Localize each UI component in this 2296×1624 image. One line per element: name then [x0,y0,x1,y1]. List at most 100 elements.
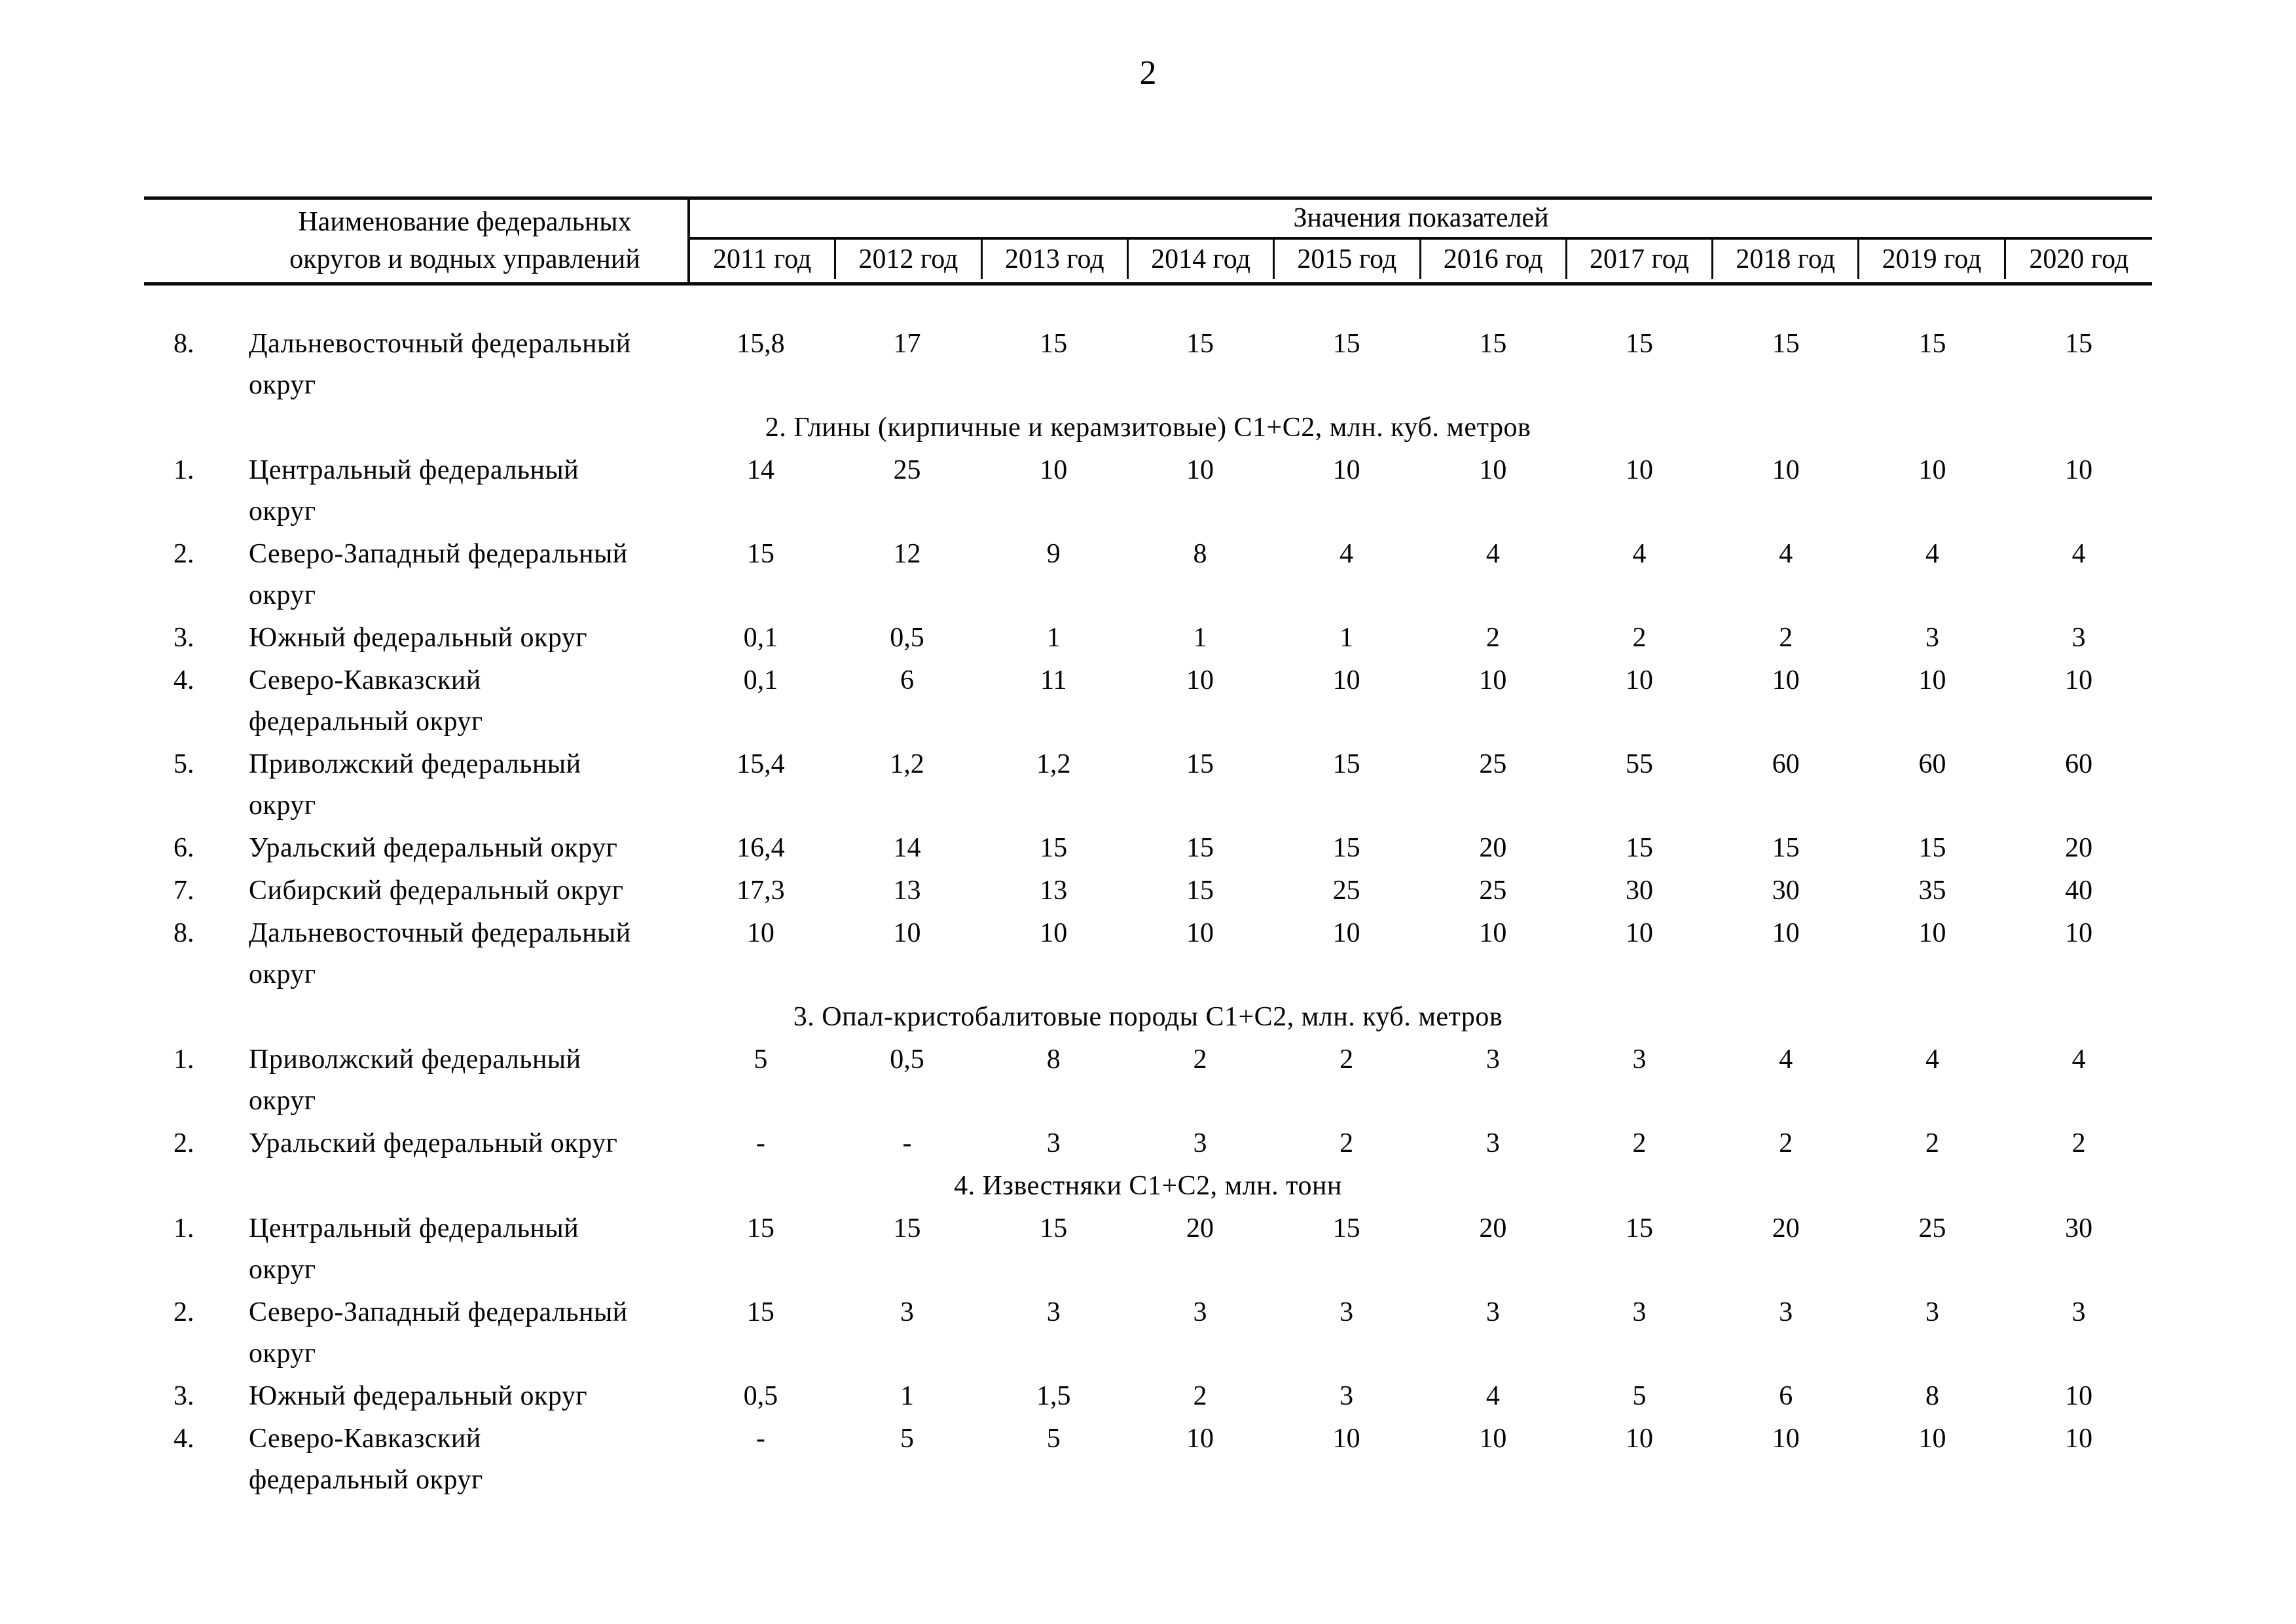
value-cell: 15 [893,1213,921,1244]
value-cell: 4 [1485,1381,1500,1411]
value-cell: 15 [746,1213,774,1244]
value-cell: 10 [1626,918,1654,948]
value-cell: 10 [1186,455,1214,485]
value-cell: 30 [1626,876,1654,906]
value-cell: 3 [1779,1297,1793,1327]
value-cell: 15 [1479,329,1507,359]
value-cell: 3 [1485,1044,1500,1075]
value-cell: 2 [1485,623,1500,653]
value-cell: 2 [1925,1128,1939,1158]
value-cell: 15 [1040,329,1068,359]
table-row: 6. Уральский федеральный округ 16,4 14 15 15 1… [144,828,2152,869]
district-name: Дальневосточный федеральный округ [249,918,631,989]
value-cell: 1 [1339,623,1354,653]
district-name-cell: 1. Центральный федеральный округ [144,450,687,532]
district-name-cell: 4. Северо-Кавказский федеральный округ [144,1418,687,1501]
value-cell: 15 [1332,833,1360,863]
value-cell: 0,1 [743,623,778,653]
value-cell: 2 [1779,623,1793,653]
value-cell: 3 [1046,1297,1061,1327]
value-cell: 15 [746,1297,774,1327]
district-name: Южный федеральный округ [249,623,588,653]
value-cell: 3 [1046,1128,1061,1158]
table-row: 4. Северо-Кавказский федеральный округ - 5 5… [144,1418,2152,1501]
value-cell: 5 [1632,1381,1647,1411]
value-cell: 2 [1193,1381,1207,1411]
district-name-cell: 3. Южный федеральный округ [144,618,687,659]
value-cell: 15 [1332,749,1360,779]
value-cell: 1,5 [1036,1381,1071,1411]
value-cell: 15 [1772,329,1800,359]
value-cell: 20 [1479,833,1507,863]
value-cell: 4 [1779,539,1793,569]
header-year-cell: 2019 год [1859,240,2006,279]
district-name-cell: 2. Северо-Западный федеральный округ [144,534,687,616]
value-cell: 35 [1918,876,1946,906]
district-name: Центральный федеральный округ [249,1213,579,1285]
value-cell: 15 [2065,329,2093,359]
value-cell: 10 [1332,665,1360,695]
value-cell: - [756,1424,765,1454]
value-cell: 3 [1925,1297,1939,1327]
value-cell: 10 [1332,918,1360,948]
value-cell: 10 [1918,455,1946,485]
value-cell: 15 [1626,833,1654,863]
value-cell: 4 [2071,1044,2086,1075]
value-cell: 10 [893,918,921,948]
value-cell: 25 [1332,876,1360,906]
value-cell: 10 [1479,455,1507,485]
value-cell: 4 [1925,1044,1939,1075]
value-cell: - [756,1128,765,1158]
value-cell: 60 [2065,749,2093,779]
district-name: Приволжский федеральный округ [249,749,581,821]
page-number: 2 [1139,54,1157,92]
value-cell: 10 [1918,665,1946,695]
value-cell: 10 [1479,1424,1507,1454]
value-cell: 15 [1332,329,1360,359]
value-cell: 3 [1339,1297,1354,1327]
value-cell: 15,4 [737,749,785,779]
value-cell: 9 [1046,539,1061,569]
value-cell: 15 [1772,833,1800,863]
district-name-cell: 8. Дальневосточный федеральный округ [144,323,687,406]
value-cell: 11 [1040,665,1067,695]
row-number: 5. [173,749,194,779]
section-heading: 4. Известняки С1+С2, млн. тонн [954,1171,1342,1201]
value-cell: 4 [1339,539,1354,569]
header-values-group: Значения показателей 2011 год 2012 год 201… [687,200,2152,282]
district-name: Дальневосточный федеральный округ [249,329,631,400]
value-cell: 10 [1040,918,1068,948]
value-cell: 10 [1626,1424,1654,1454]
row-number: 6. [173,833,194,863]
table-row: 8. Дальневосточный федеральный округ 10 10 1… [144,913,2152,995]
value-cell: 3 [2071,623,2086,653]
value-cell: 10 [1772,665,1800,695]
value-cell: 10 [746,918,774,948]
district-name-cell: 5. Приволжский федеральный округ [144,744,687,826]
value-cell: 0,5 [890,623,924,653]
district-name-cell: 4. Северо-Кавказский федеральный округ [144,660,687,743]
district-name-cell: 7. Сибирский федеральный округ [144,870,687,912]
value-cell: 5 [754,1044,768,1075]
value-cell: 1,2 [890,749,924,779]
value-cell: 3 [1339,1381,1354,1411]
value-cell: 10 [1626,455,1654,485]
value-cell: 10 [1772,918,1800,948]
table-row: 2. Северо-Западный федеральный округ 15 3 3 3… [144,1292,2152,1375]
value-cell: 30 [2065,1213,2093,1244]
value-cell: 3 [1193,1297,1207,1327]
district-name-cell: 1. Приволжский федеральный округ [144,1039,687,1122]
row-number: 1. [173,455,194,485]
value-cell: 10 [1332,455,1360,485]
value-cell: 15 [1186,749,1214,779]
value-cell: 2 [1193,1044,1207,1075]
header-year-cell: 2016 год [1421,240,1567,279]
value-cell: 3 [1193,1128,1207,1158]
value-cell: 10 [1772,1424,1800,1454]
row-number: 1. [173,1044,194,1075]
row-number: 1. [173,1213,194,1244]
value-cell: 8 [1193,539,1207,569]
value-cell: 10 [2065,1424,2093,1454]
row-number: 7. [173,876,194,906]
value-cell: 20 [1186,1213,1214,1244]
